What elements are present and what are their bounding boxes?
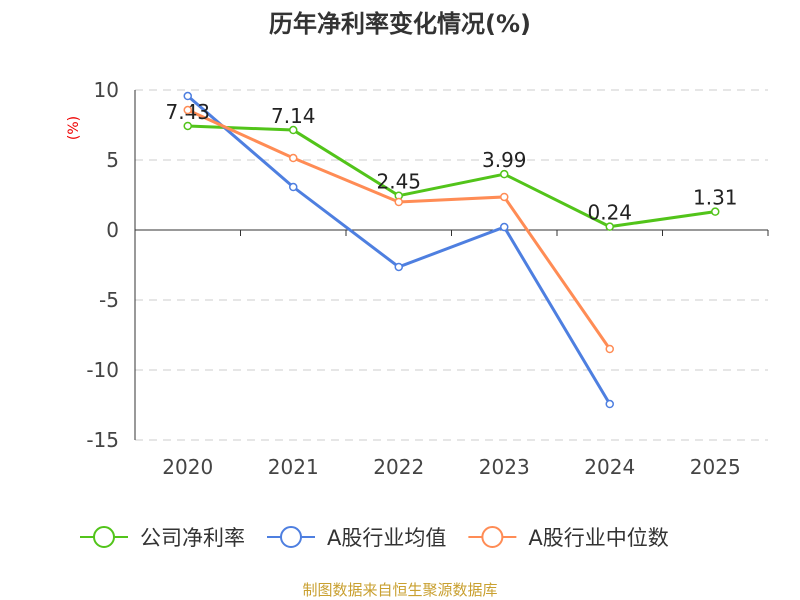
- data-point: [711, 207, 720, 216]
- data-point: [183, 105, 192, 115]
- data-point: [289, 182, 298, 192]
- legend-marker: [280, 526, 302, 548]
- data-point: [183, 121, 192, 131]
- y-tick-label: -5: [99, 288, 119, 312]
- data-point: [500, 222, 509, 232]
- x-tick-label: 2022: [373, 455, 424, 479]
- data-point: [500, 169, 509, 179]
- x-tick-label: 2020: [162, 455, 213, 479]
- x-tick-label: 2025: [690, 455, 741, 479]
- y-tick-label: -10: [86, 358, 119, 382]
- data-point: [605, 222, 614, 231]
- data-point: [289, 125, 298, 135]
- y-axis-label: (%): [66, 116, 82, 140]
- y-tick-label: 5: [106, 148, 119, 172]
- data-point: [500, 192, 509, 202]
- data-point: [394, 262, 403, 272]
- x-tick-label: 2024: [584, 455, 635, 479]
- chart-title: 历年净利率变化情况(%): [269, 10, 531, 38]
- legend-label: A股行业中位数: [528, 526, 668, 550]
- data-point: [183, 91, 192, 101]
- legend-label: 公司净利率: [140, 526, 245, 550]
- legend-label: A股行业均值: [327, 526, 446, 550]
- data-point: [289, 153, 298, 163]
- legend-marker: [93, 526, 115, 548]
- data-point: [394, 197, 403, 207]
- x-tick-label: 2023: [479, 455, 530, 479]
- series-line: [186, 94, 612, 405]
- data-label: 1.31: [693, 186, 738, 210]
- series-line: [187, 124, 716, 229]
- y-tick-label: 10: [94, 78, 119, 102]
- data-label: 0.24: [587, 201, 632, 225]
- footer-source: 制图数据来自恒生聚源数据库: [302, 581, 497, 599]
- x-tick-label: 2021: [268, 455, 319, 479]
- y-tick-label: 0: [106, 218, 119, 242]
- data-point: [605, 344, 614, 354]
- data-label: 7.14: [271, 104, 316, 128]
- data-label: 2.45: [376, 170, 421, 194]
- data-point: [605, 399, 614, 409]
- data-label: 3.99: [482, 148, 527, 172]
- legend-marker: [481, 526, 504, 548]
- y-tick-label: -15: [86, 428, 119, 452]
